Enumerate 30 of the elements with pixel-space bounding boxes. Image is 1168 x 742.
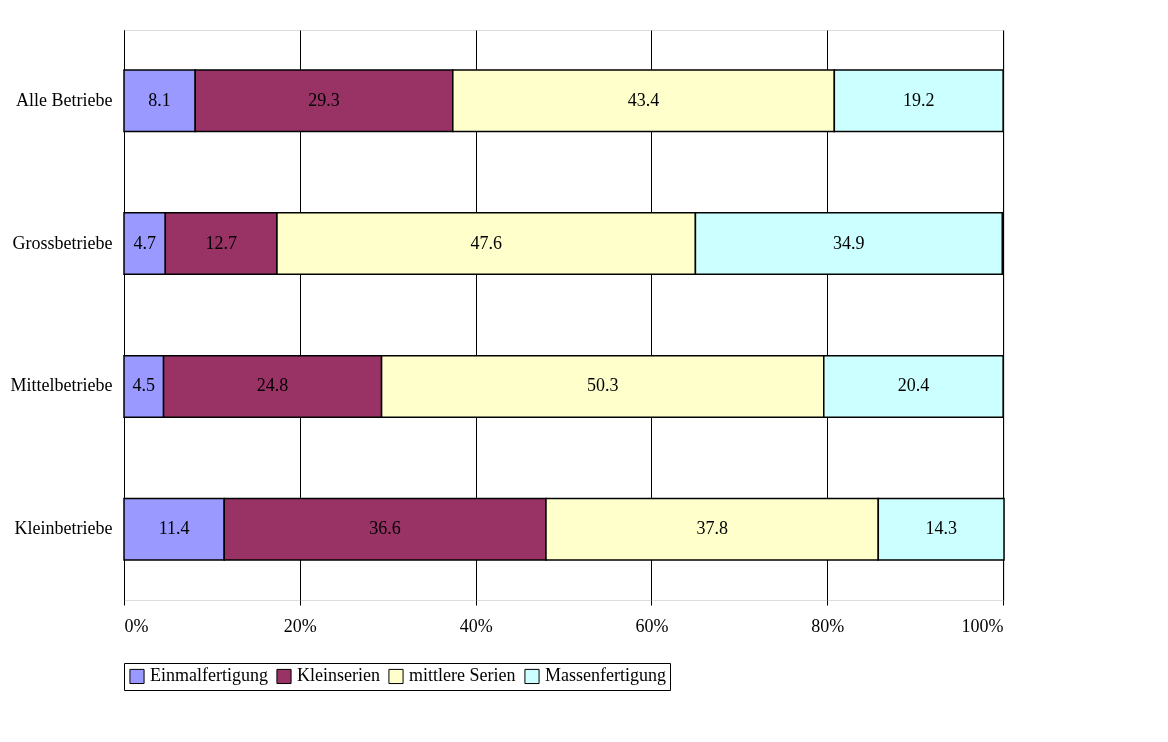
data-label: 36.6	[369, 518, 401, 539]
data-label: 20.4	[897, 375, 930, 396]
data-label: 11.4	[158, 518, 190, 539]
data-label: 37.8	[696, 518, 728, 539]
data-label: 12.7	[205, 232, 237, 253]
x-tick-label: 100%	[961, 615, 1004, 636]
data-label: 4.5	[132, 375, 156, 396]
data-label: 8.1	[148, 89, 171, 110]
y-tick-label: Grossbetriebe	[12, 232, 113, 253]
legend-label: Einmalfertigung	[150, 665, 268, 686]
legend-label: Kleinserien	[297, 665, 380, 686]
legend-label: mittlere Serien	[409, 665, 516, 686]
x-tick-label: 80%	[811, 615, 845, 636]
data-label: 19.2	[902, 89, 935, 110]
data-label: 43.4	[627, 89, 660, 110]
data-label: 24.8	[256, 375, 289, 396]
x-tick-label: 20%	[283, 615, 317, 636]
data-label: 34.9	[833, 232, 865, 253]
data-label: 4.7	[133, 232, 156, 253]
x-tick-label: 60%	[635, 615, 669, 636]
legend-label: Massenfertigung	[545, 665, 666, 686]
data-label: 29.3	[308, 89, 340, 110]
data-label: 47.6	[470, 232, 502, 253]
x-tick-label: 0%	[124, 615, 149, 636]
y-tick-label: Mittelbetriebe	[10, 375, 113, 396]
data-label: 50.3	[586, 375, 619, 396]
data-label: 14.3	[925, 518, 957, 539]
x-tick-label: 40%	[459, 615, 493, 636]
y-tick-label: Kleinbetriebe	[14, 518, 113, 539]
y-tick-label: Alle Betriebe	[16, 89, 113, 110]
